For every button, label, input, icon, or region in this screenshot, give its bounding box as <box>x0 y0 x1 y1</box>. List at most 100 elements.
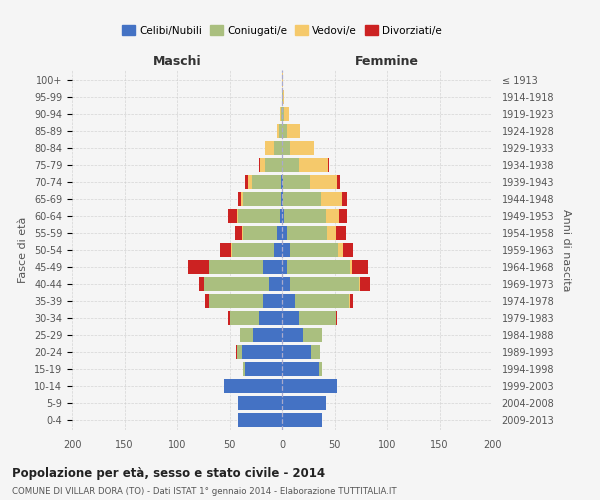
Bar <box>295 294 349 308</box>
Bar <box>282 260 287 274</box>
Y-axis label: Fasce di età: Fasce di età <box>19 217 28 283</box>
Bar <box>232 243 274 257</box>
Bar <box>281 176 282 189</box>
Bar <box>282 226 287 240</box>
Bar <box>238 413 282 426</box>
Bar <box>326 209 339 223</box>
Bar <box>209 260 263 274</box>
Bar <box>303 328 322 342</box>
Bar <box>283 176 310 189</box>
Bar <box>290 142 314 155</box>
Bar <box>349 294 350 308</box>
Bar <box>284 108 289 121</box>
Bar <box>279 124 282 138</box>
Bar <box>269 277 282 291</box>
Bar <box>282 328 303 342</box>
Bar <box>290 277 359 291</box>
Bar <box>282 362 319 376</box>
Bar <box>282 277 290 291</box>
Bar <box>259 311 282 324</box>
Bar <box>284 209 326 223</box>
Bar <box>350 260 352 274</box>
Bar <box>209 294 263 308</box>
Bar <box>282 243 290 257</box>
Bar <box>282 345 311 358</box>
Bar <box>287 260 350 274</box>
Bar <box>282 311 299 324</box>
Bar <box>253 328 282 342</box>
Bar <box>359 277 360 291</box>
Bar <box>282 142 290 155</box>
Bar <box>282 294 295 308</box>
Bar <box>282 74 283 87</box>
Bar <box>282 176 283 189</box>
Bar <box>237 209 238 223</box>
Bar <box>310 176 337 189</box>
Text: Popolazione per età, sesso e stato civile - 2014: Popolazione per età, sesso e stato civil… <box>12 468 325 480</box>
Bar <box>282 192 283 206</box>
Text: Femmine: Femmine <box>355 56 419 68</box>
Bar <box>360 277 370 291</box>
Bar <box>342 192 347 206</box>
Bar <box>282 396 326 409</box>
Bar <box>259 158 260 172</box>
Bar <box>238 396 282 409</box>
Bar <box>319 362 322 376</box>
Bar <box>337 176 340 189</box>
Bar <box>282 90 283 104</box>
Bar <box>265 142 274 155</box>
Text: COMUNE DI VILLAR DORA (TO) - Dati ISTAT 1° gennaio 2014 - Elaborazione TUTTITALI: COMUNE DI VILLAR DORA (TO) - Dati ISTAT … <box>12 488 397 496</box>
Bar <box>260 158 265 172</box>
Bar <box>282 379 337 392</box>
Bar <box>242 226 243 240</box>
Bar <box>236 345 237 358</box>
Bar <box>245 176 248 189</box>
Bar <box>352 260 368 274</box>
Bar <box>281 192 282 206</box>
Text: Maschi: Maschi <box>152 56 202 68</box>
Bar <box>243 192 281 206</box>
Bar <box>274 243 282 257</box>
Bar <box>338 209 347 223</box>
Bar <box>311 345 320 358</box>
Bar <box>281 108 282 121</box>
Bar <box>238 192 241 206</box>
Bar <box>343 243 353 257</box>
Legend: Celibi/Nubili, Coniugati/e, Vedovi/e, Divorziati/e: Celibi/Nubili, Coniugati/e, Vedovi/e, Di… <box>118 21 446 40</box>
Bar <box>263 260 282 274</box>
Bar <box>282 158 299 172</box>
Bar <box>187 260 209 274</box>
Bar <box>243 362 245 376</box>
Bar <box>229 209 237 223</box>
Bar <box>220 243 230 257</box>
Bar <box>251 176 281 189</box>
Bar <box>205 294 209 308</box>
Bar <box>204 277 269 291</box>
Bar <box>229 311 259 324</box>
Bar <box>299 311 335 324</box>
Bar <box>287 226 327 240</box>
Bar <box>241 192 243 206</box>
Bar <box>248 176 251 189</box>
Bar <box>321 192 342 206</box>
Bar <box>242 345 282 358</box>
Bar <box>335 311 337 324</box>
Bar <box>280 209 282 223</box>
Bar <box>287 124 300 138</box>
Bar <box>235 226 242 240</box>
Bar <box>265 158 282 172</box>
Bar <box>338 243 343 257</box>
Bar <box>283 90 284 104</box>
Bar <box>335 226 346 240</box>
Bar <box>237 345 242 358</box>
Bar <box>280 108 281 121</box>
Bar <box>240 328 253 342</box>
Bar <box>224 379 282 392</box>
Bar <box>328 158 329 172</box>
Bar <box>327 226 335 240</box>
Bar <box>245 362 282 376</box>
Bar <box>277 226 282 240</box>
Bar <box>282 209 284 223</box>
Bar <box>283 192 321 206</box>
Bar <box>282 108 284 121</box>
